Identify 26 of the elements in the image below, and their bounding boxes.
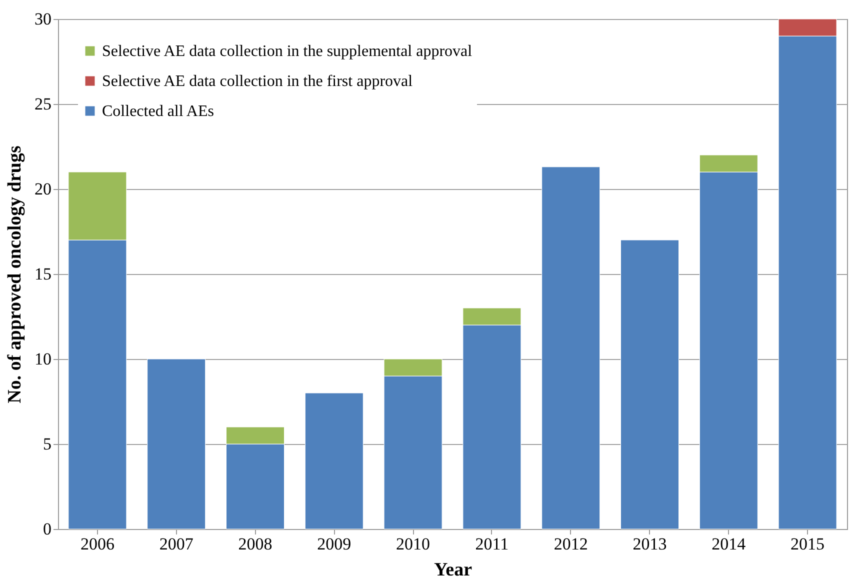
y-tick-label: 5 — [43, 434, 52, 454]
y-tick-label: 20 — [34, 180, 52, 198]
x-tick-label: 2015 — [790, 534, 825, 554]
y-tick-label: 25 — [34, 94, 52, 114]
x-tick-label: 2007 — [159, 534, 194, 554]
legend-label: Selective AE data collection in the supplemental approval — [102, 43, 473, 60]
bar — [620, 240, 679, 530]
y-tick-label: 15 — [34, 264, 52, 284]
legend-label: Collected all AEs — [102, 103, 214, 120]
y-axis-title: No. of approved oncology drugs — [4, 146, 26, 404]
y-tick-label: 10 — [34, 350, 52, 368]
x-axis-title: Year — [434, 560, 473, 580]
x-tick-label: 2006 — [80, 534, 114, 554]
x-tick-label: 2014 — [712, 534, 746, 554]
x-tick-label: 2008 — [238, 534, 272, 554]
y-tick-label: 30 — [34, 10, 52, 28]
bar — [304, 392, 364, 530]
x-tick-label: 2009 — [317, 534, 352, 554]
x-tick-label: 2013 — [632, 534, 667, 554]
bar — [147, 358, 206, 530]
x-tick-label: 2012 — [554, 534, 588, 554]
y-tick-label: 0 — [43, 520, 52, 538]
x-tick-label: 2011 — [475, 534, 509, 554]
bar — [542, 166, 600, 530]
x-tick-label: 2010 — [396, 534, 430, 554]
legend-label: Selective AE data collection in the first approval — [102, 73, 414, 90]
